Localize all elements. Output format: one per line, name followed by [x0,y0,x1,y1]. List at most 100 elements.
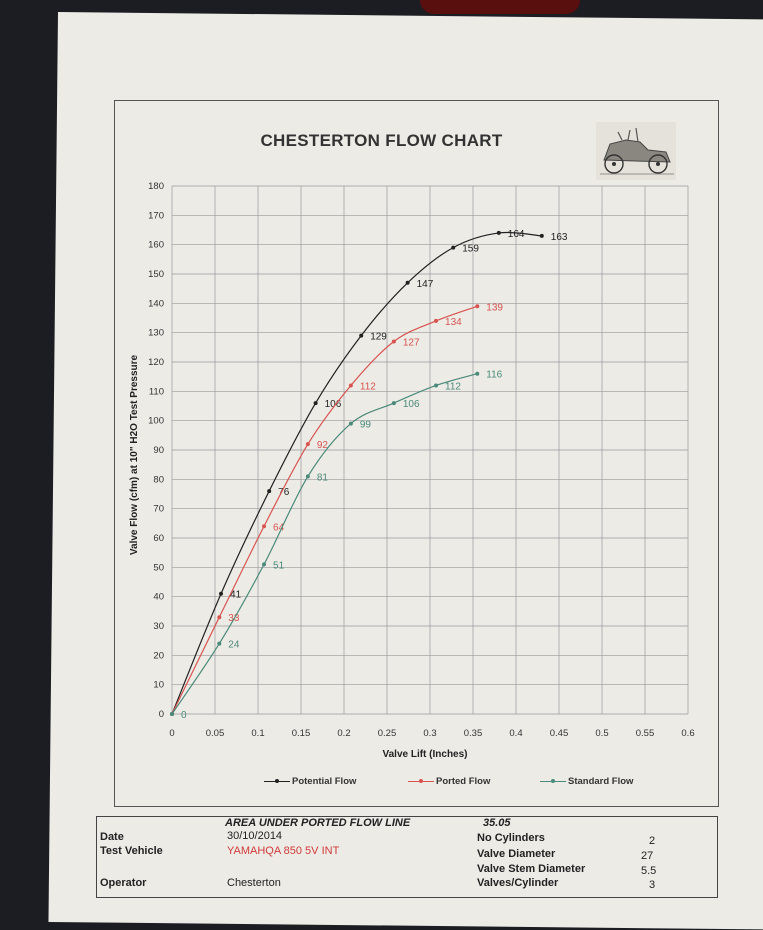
data-label-standard-flow: 112 [445,381,461,392]
data-label-standard-flow: 99 [360,420,372,431]
y-tick-label: 160 [148,240,164,251]
y-axis-title: Valve Flow (cfm) at 10" H2O Test Pressur… [129,354,140,555]
data-point-potential-flow [496,230,501,235]
data-point-potential-flow [313,401,318,406]
data-point-potential-flow [539,233,544,238]
data-point-potential-flow [267,489,272,494]
x-tick-label: 0.1 [251,728,264,739]
data-point-potential-flow [359,333,364,338]
valve-diameter-label: Valve Diameter [477,848,556,860]
chart-title: CHESTERTON FLOW CHART [260,131,503,150]
vehicle-value: YAMAHQA 850 5V INT [227,845,340,857]
data-point-standard-flow [262,562,267,567]
series-line-potential-flow [171,231,542,715]
data-point-ported-flow [391,339,396,344]
area-label: AREA UNDER PORTED FLOW LINE [225,817,411,829]
y-tick-label: 100 [148,416,164,427]
y-tick-label: 10 [153,680,164,691]
cylinders-label: No Cylinders [477,832,545,844]
data-label-potential-flow: 159 [462,244,479,255]
x-tick-label: 0.6 [681,728,694,739]
data-label-potential-flow: 147 [417,279,434,290]
y-tick-label: 90 [153,445,164,456]
data-point-standard-flow [217,641,222,646]
legend-swatch-ported [408,779,434,783]
background-cloth [420,0,580,14]
data-label-potential-flow: 106 [325,399,342,410]
legend-label-potential: Potential Flow [292,776,357,787]
data-label-potential-flow: 129 [370,332,387,343]
vehicle-label: Test Vehicle [100,845,163,857]
data-label-potential-flow: 76 [278,487,290,498]
cylinders-value: 2 [649,835,656,847]
x-tick-label: 0 [169,728,174,739]
y-tick-label: 170 [148,210,164,221]
operator-label: Operator [100,877,147,889]
flow-chart: 0 10 20 30 40 50 60 70 80 90 100 110 120 130 140 150 160… [129,181,695,760]
legend-item-ported: Ported Flow [408,776,490,787]
data-label-standard-flow: 81 [317,472,329,483]
x-tick-label: 0.05 [206,728,225,739]
legend-item-standard: Standard Flow [540,776,633,787]
x-tick-label: 0.25 [378,728,397,739]
data-point-standard-flow [305,474,310,479]
operator-value: Chesterton [227,877,281,889]
valves-per-cylinder-label: Valves/Cylinder [477,877,559,889]
data-point-potential-flow [451,245,456,250]
y-tick-label: 140 [148,298,164,309]
y-tick-label: 60 [153,533,164,544]
data-label-ported-flow: 127 [403,337,420,348]
x-tick-label: 0.35 [464,728,483,739]
data-point-ported-flow [348,383,353,388]
valve-stem-diameter-value: 5.5 [641,865,657,877]
data-label-ported-flow: 139 [486,302,503,313]
data-label-potential-flow: 41 [230,590,242,601]
data-point-potential-flow [219,591,224,596]
data-point-ported-flow [475,304,480,309]
x-tick-label: 0.4 [509,728,522,739]
data-label-potential-flow: 163 [551,232,568,243]
y-tick-label: 40 [153,592,164,603]
x-axis-title: Valve Lift (Inches) [382,749,467,760]
legend-swatch-potential [264,779,290,783]
data-label-ported-flow: 92 [317,440,329,451]
data-point-standard-flow [170,712,174,716]
y-tick-label: 150 [148,269,164,280]
data-label-ported-flow: 64 [273,522,285,533]
y-tick-label: 130 [148,328,164,339]
x-tick-label: 0.45 [550,728,569,739]
area-value: 35.05 [483,817,511,829]
data-label-standard-flow: 0 [181,710,187,721]
vintage-car-sketch [596,122,676,180]
legend-label-standard: Standard Flow [568,776,634,787]
data-point-ported-flow [305,442,310,447]
legend-swatch-standard [540,779,566,783]
y-tick-label: 120 [148,357,164,368]
y-tick-label: 20 [153,650,164,661]
date-label: Date [100,831,124,843]
x-tick-label: 0.55 [636,728,655,739]
data-point-standard-flow [391,401,396,406]
data-point-ported-flow [262,524,267,529]
legend-item-potential: Potential Flow [264,776,356,787]
data-point-standard-flow [348,421,353,426]
data-point-potential-flow [405,280,410,285]
data-label-standard-flow: 106 [403,399,420,410]
chart-frame [114,100,719,807]
data-label-potential-flow: 164 [508,229,525,240]
x-tick-label: 0.2 [337,728,350,739]
y-tick-label: 30 [153,621,164,632]
x-tick-label: 0.15 [292,728,311,739]
valve-stem-diameter-label: Valve Stem Diameter [477,863,586,875]
legend: Potential Flow Ported Flow Standard Flow [0,776,763,796]
data-label-standard-flow: 51 [273,560,285,571]
data-point-standard-flow [475,371,480,376]
y-tick-label: 80 [153,474,164,485]
y-tick-label: 70 [153,504,164,515]
data-point-ported-flow [217,615,222,620]
y-tick-label: 180 [148,181,164,192]
data-label-ported-flow: 112 [360,381,376,392]
valve-diameter-value: 27 [641,850,654,862]
series-line-ported-flow [171,305,478,715]
legend-label-ported: Ported Flow [436,776,491,787]
